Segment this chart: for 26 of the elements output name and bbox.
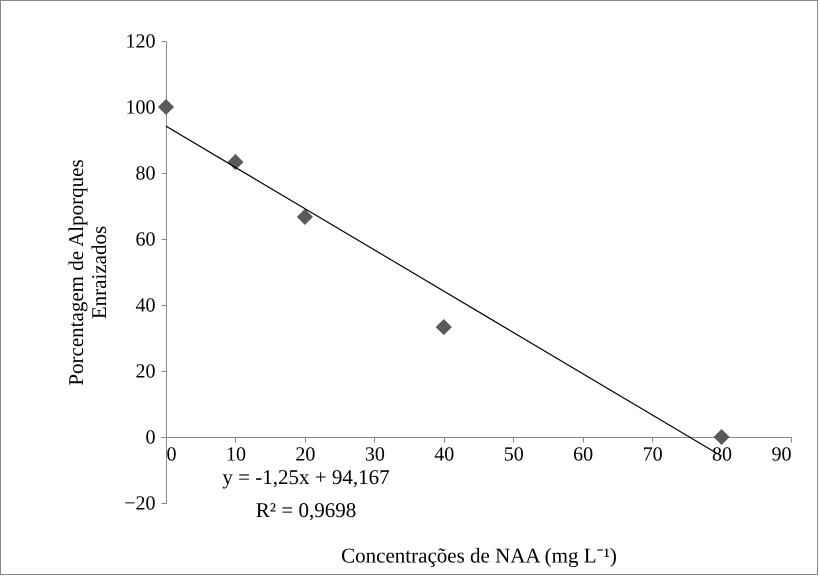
annotation: y = -1,25x + 94,167 — [222, 465, 390, 489]
x-tick-label: 40 — [434, 444, 454, 466]
point — [158, 98, 174, 116]
y-tick-label: 80 — [136, 162, 156, 184]
y-tick-label: 0 — [146, 426, 156, 448]
point — [296, 208, 313, 225]
x-tick-label: 70 — [642, 444, 663, 466]
annotation: R² = 0,9698 — [256, 498, 356, 522]
y-tick-label: 40 — [136, 294, 156, 316]
y-axis-title: Porcentagem de Alporques Enraizados — [64, 159, 112, 386]
y-tick-label: 60 — [136, 228, 156, 250]
x-tick-label: 90 — [772, 444, 792, 466]
y-tick-label: 100 — [126, 96, 156, 118]
x-tick-label: 80 — [712, 444, 732, 466]
y-tick-label: −20 — [124, 492, 156, 514]
x-axis-title: Concentrações de NAA (mg L⁻¹) — [341, 544, 617, 568]
x-tick-label: 60 — [573, 444, 594, 466]
x-tick-label: 0 — [166, 444, 176, 466]
x-tick-label: 30 — [364, 444, 385, 466]
point — [713, 428, 730, 446]
x-tick-label: 10 — [226, 444, 246, 466]
y-tick-label: 120 — [126, 30, 156, 52]
x-tick-label: 20 — [295, 444, 316, 466]
point — [436, 319, 452, 336]
x-tick-label: 50 — [504, 444, 524, 466]
y-tick-label: 20 — [136, 360, 156, 382]
